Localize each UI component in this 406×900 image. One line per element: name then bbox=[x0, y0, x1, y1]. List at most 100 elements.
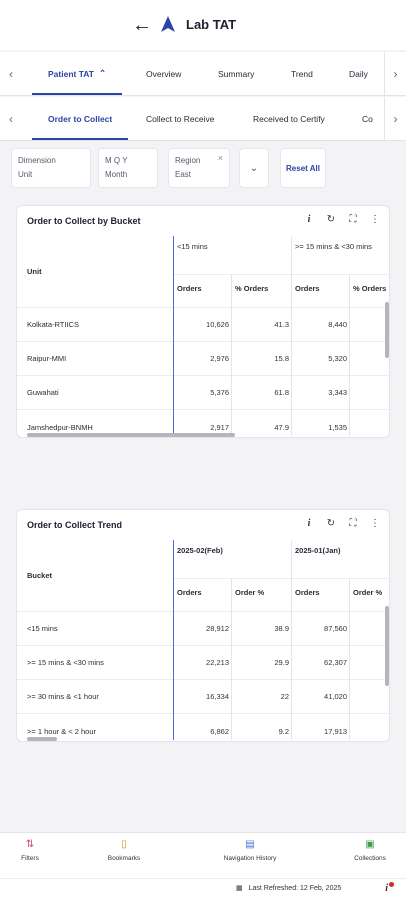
nav-filters[interactable]: ⇅ Filters bbox=[0, 839, 70, 862]
bucket-card: Order to Collect by Bucket i ↻ ⛶ ⋮ Unit … bbox=[16, 205, 390, 438]
cell-value: 87,560 bbox=[324, 624, 347, 633]
col-header: Order % bbox=[353, 587, 383, 597]
filter-label: Dimension bbox=[18, 156, 56, 165]
cell-value: 9.2 bbox=[278, 726, 289, 736]
tab-overview[interactable]: Overview bbox=[146, 52, 181, 95]
expand-icon[interactable]: ⛶ bbox=[349, 518, 357, 529]
info-icon[interactable]: i bbox=[385, 883, 388, 894]
collections-icon: ▣ bbox=[365, 839, 375, 850]
group-header: 2025-02(Feb) bbox=[177, 545, 223, 555]
region-filter[interactable]: Region East × bbox=[168, 148, 230, 188]
nav-bookmarks[interactable]: ▯ Bookmarks bbox=[84, 839, 164, 862]
tab-order-to-collect[interactable]: Order to Collect bbox=[32, 97, 129, 140]
tab-summary[interactable]: Summary bbox=[218, 52, 254, 95]
cell-value: 8,440 bbox=[328, 320, 347, 329]
table-header-row: Unit bbox=[17, 236, 389, 308]
row-label: Raipur-MMI bbox=[27, 354, 67, 363]
last-refreshed: ▦ Last Refreshed: 12 Feb, 2025 bbox=[236, 884, 342, 893]
cell-value: 2,976 bbox=[210, 354, 229, 363]
col-header: Orders bbox=[295, 587, 320, 597]
info-icon[interactable]: i bbox=[307, 518, 311, 529]
info-icon[interactable]: i bbox=[307, 214, 311, 225]
row-header: Unit bbox=[27, 267, 42, 276]
vertical-scrollbar[interactable] bbox=[385, 606, 389, 686]
tab-label: Summary bbox=[218, 68, 255, 79]
row-label: <15 mins bbox=[27, 624, 58, 633]
more-filters-chevron-icon[interactable]: ⌄ bbox=[239, 148, 269, 188]
table-row: >= 1 hour & < 2 hour 6,862 9.2 17,913 bbox=[17, 714, 389, 741]
col-header: Orders bbox=[177, 587, 202, 597]
subtabs-scroll-right-icon[interactable]: › bbox=[384, 97, 406, 140]
tab-co[interactable]: Co bbox=[362, 97, 373, 140]
back-arrow-icon[interactable]: ← bbox=[132, 14, 152, 36]
cell-value: 1,535 bbox=[328, 422, 347, 432]
filter-value: East bbox=[175, 170, 192, 179]
table-row: Kolkata-RTIICS 10,626 41.3 8,440 bbox=[17, 308, 389, 342]
row-label: Jamshedpur-BNMH bbox=[27, 422, 93, 432]
clear-region-icon[interactable]: × bbox=[217, 153, 223, 163]
chevron-up-icon: ⌃ bbox=[98, 68, 107, 78]
reset-all-button[interactable]: Reset All bbox=[280, 148, 326, 188]
nav-label: Filters bbox=[21, 855, 39, 862]
tabs-scroll-right-icon[interactable]: › bbox=[384, 52, 406, 95]
tab-label: Trend bbox=[291, 68, 313, 79]
cell-value: 29.9 bbox=[274, 658, 289, 667]
table-row: Guwahati 5,376 61.8 3,343 bbox=[17, 376, 389, 410]
tab-label: Order to Collect bbox=[48, 113, 113, 124]
more-vert-icon[interactable]: ⋮ bbox=[370, 518, 380, 529]
refresh-icon[interactable]: ↻ bbox=[326, 214, 336, 225]
tab-daily[interactable]: Daily bbox=[349, 52, 368, 95]
tab-received-to-certify[interactable]: Received to Certify bbox=[253, 97, 325, 140]
tab-label: Received to Certify bbox=[253, 113, 325, 124]
row-label: >= 1 hour & < 2 hour bbox=[27, 726, 97, 736]
table-row: >= 15 mins & <30 mins 22,213 29.9 62,307 bbox=[17, 646, 389, 680]
primary-tab-bar: ‹ Patient TAT ⌃ Overview Summary Trend D… bbox=[0, 52, 406, 96]
card-title: Order to Collect Trend bbox=[27, 520, 123, 530]
table-row: <15 mins 28,912 38.9 87,560 bbox=[17, 612, 389, 646]
tabs-scroll-left-icon[interactable]: ‹ bbox=[0, 52, 22, 95]
tab-label: Daily bbox=[349, 68, 368, 79]
col-header: % Orders bbox=[235, 283, 269, 293]
nav-navigation-history[interactable]: ▤ Navigation History bbox=[210, 839, 290, 862]
filters-icon: ⇅ bbox=[25, 839, 35, 850]
more-vert-icon[interactable]: ⋮ bbox=[370, 214, 380, 225]
tab-trend[interactable]: Trend bbox=[291, 52, 313, 95]
nav-collections[interactable]: ▣ Collections bbox=[330, 839, 406, 862]
filter-bar: Dimension Unit M Q Y Month Region East ×… bbox=[0, 142, 406, 198]
app-header: ← Lab TAT bbox=[0, 0, 406, 50]
col-header: % Orders bbox=[353, 283, 387, 293]
mqy-filter[interactable]: M Q Y Month bbox=[98, 148, 158, 188]
card-actions: i ↻ ⛶ ⋮ bbox=[301, 212, 383, 228]
cell-value: 38.9 bbox=[274, 624, 289, 633]
table-row: Jamshedpur-BNMH 2,917 47.9 1,535 bbox=[17, 410, 389, 437]
tab-collect-to-receive[interactable]: Collect to Receive bbox=[146, 97, 215, 140]
refresh-icon[interactable]: ↻ bbox=[326, 518, 336, 529]
group-header: <15 mins bbox=[177, 241, 208, 251]
tab-label: Co bbox=[362, 113, 373, 124]
cell-value: 61.8 bbox=[274, 388, 289, 397]
cell-value: 41.3 bbox=[274, 320, 289, 329]
history-icon: ▤ bbox=[245, 839, 255, 850]
expand-icon[interactable]: ⛶ bbox=[349, 214, 357, 225]
filter-label: M Q Y bbox=[105, 156, 128, 165]
card-title: Order to Collect by Bucket bbox=[27, 216, 141, 226]
notification-dot bbox=[389, 882, 394, 887]
footer-bar: ▦ Last Refreshed: 12 Feb, 2025 i bbox=[0, 878, 406, 900]
cell-value: 62,307 bbox=[324, 658, 347, 667]
horizontal-scrollbar[interactable] bbox=[27, 433, 235, 437]
cell-value: 10,626 bbox=[206, 320, 229, 329]
cell-value: 22,213 bbox=[206, 658, 229, 667]
calendar-icon: ▦ bbox=[236, 885, 243, 892]
group-header: >= 15 mins & <30 mins bbox=[295, 241, 372, 251]
tab-label: Overview bbox=[146, 68, 182, 79]
page-title: Lab TAT bbox=[186, 17, 237, 32]
trend-card: Order to Collect Trend i ↻ ⛶ ⋮ Bucket 20… bbox=[16, 509, 390, 742]
cell-value: 15.8 bbox=[274, 354, 289, 363]
dimension-filter[interactable]: Dimension Unit bbox=[11, 148, 91, 188]
cell-value: 41,020 bbox=[324, 692, 347, 701]
subtabs-scroll-left-icon[interactable]: ‹ bbox=[0, 97, 22, 140]
vertical-scrollbar[interactable] bbox=[385, 302, 389, 358]
tab-patient-tat[interactable]: Patient TAT ⌃ bbox=[32, 52, 123, 95]
horizontal-scrollbar[interactable] bbox=[27, 737, 57, 741]
last-refreshed-text: Last Refreshed: 12 Feb, 2025 bbox=[248, 884, 342, 892]
